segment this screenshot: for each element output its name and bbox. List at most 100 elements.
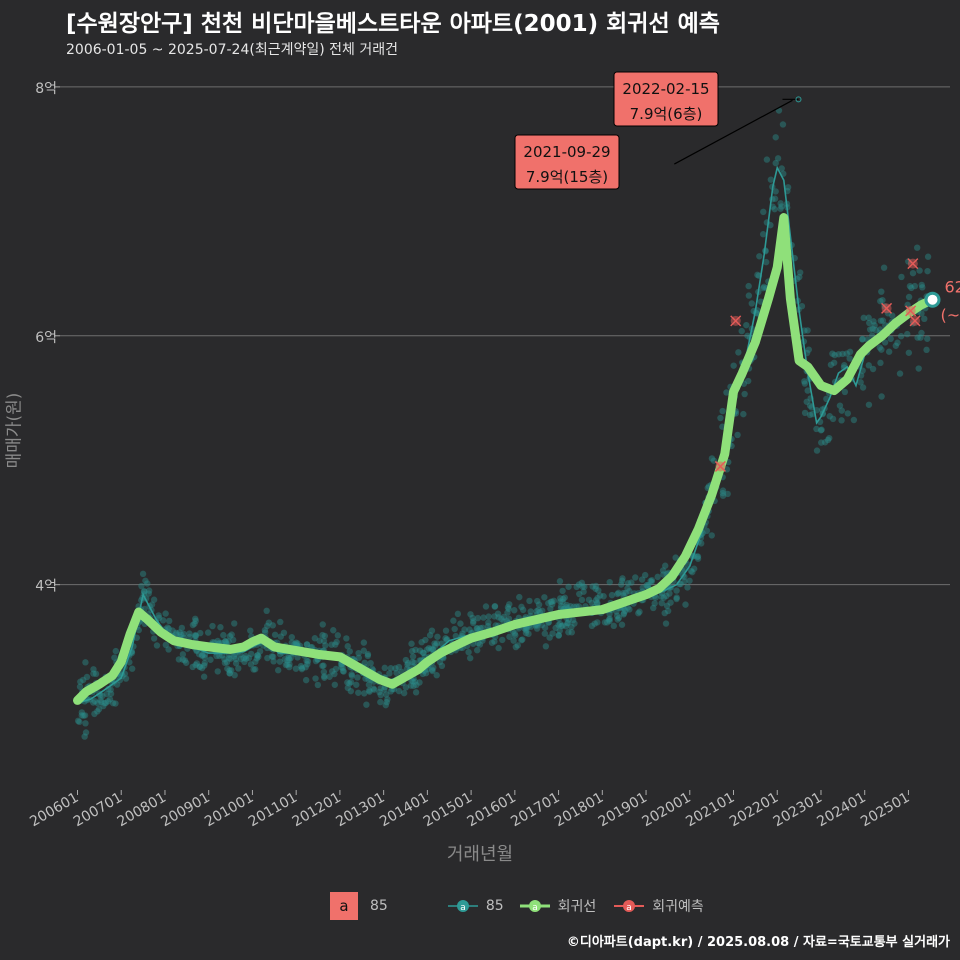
scatter-point [294, 640, 301, 647]
scatter-point [514, 642, 521, 649]
prediction-cross [905, 305, 917, 317]
scatter-point [571, 620, 578, 627]
scatter-point [660, 571, 667, 578]
x-tick-label: 201101 [246, 790, 300, 831]
scatter-point [100, 702, 107, 710]
scatter-point [412, 689, 420, 696]
scatter-point [879, 296, 886, 304]
scatter-point [682, 601, 689, 608]
scatter-point [343, 635, 350, 642]
scatter-point [175, 656, 183, 663]
scatter-point [426, 632, 434, 639]
scatter-point [409, 658, 416, 666]
scatter-point [200, 673, 208, 680]
scatter-point [459, 630, 466, 637]
scatter-point [344, 684, 352, 692]
scatter-point [913, 244, 921, 251]
scatter-point [504, 609, 511, 616]
scatter-point [523, 627, 530, 634]
scatter-point [918, 329, 925, 337]
scatter-point [192, 631, 199, 639]
scatter-point [193, 660, 201, 667]
scatter-point [541, 630, 549, 637]
scatter-point [638, 576, 646, 583]
prediction-cross [909, 315, 921, 327]
legend-key-a: a [330, 892, 358, 920]
scatter-point [165, 625, 172, 632]
max-leader-2 [674, 99, 793, 165]
scatter-point [686, 577, 693, 584]
scatter-point [622, 589, 629, 597]
scatter-point [176, 629, 183, 636]
scatter-point [334, 632, 342, 639]
scatter-point [846, 355, 853, 362]
scatter-point [754, 271, 761, 279]
scatter-point [224, 665, 231, 672]
scatter-point [240, 654, 247, 662]
legend-prediction-icon: a [614, 900, 645, 913]
scatter-point [172, 629, 180, 637]
scatter-point [400, 689, 408, 697]
x-tick-label: 201001 [202, 790, 256, 831]
scatter-point [482, 603, 490, 610]
scatter-point [428, 645, 435, 652]
scatter-point [535, 606, 542, 614]
x-tick-label: 201401 [377, 790, 431, 831]
scatter-point [366, 687, 373, 694]
scatter-point [872, 326, 879, 334]
scatter-point [804, 387, 811, 394]
scatter-point [196, 663, 204, 670]
scatter-point [319, 662, 326, 670]
x-tick-label: 200901 [158, 790, 212, 831]
scatter-point [547, 598, 555, 606]
scatter-point [838, 407, 845, 414]
scatter-point [214, 668, 221, 675]
latest-area-label: (~85㎡) [941, 306, 960, 325]
scatter-point [865, 362, 873, 369]
scatter-point [741, 390, 748, 398]
scatter-point [618, 621, 626, 628]
scatter-point [247, 627, 254, 634]
scatter-point [801, 409, 809, 417]
scatter-point [355, 689, 362, 696]
scatter-point [620, 610, 628, 617]
scatter-point [505, 615, 513, 622]
scatter-point [226, 669, 233, 677]
scatter-point [648, 578, 655, 586]
scatter-point [382, 701, 389, 709]
scatter-point [697, 540, 705, 547]
legend-label-prediction: 회귀예측 [652, 899, 704, 915]
scatter-point [242, 652, 249, 660]
scatter-point [423, 646, 431, 653]
scatter-point [661, 609, 668, 617]
scatter-point [512, 632, 519, 639]
scatter-point [454, 610, 462, 618]
scatter-point [395, 663, 403, 671]
scatter-point [550, 597, 558, 604]
scatter-point [302, 663, 309, 671]
scatter-point [717, 414, 724, 422]
scatter-point [381, 664, 388, 672]
scatter-point [545, 599, 552, 607]
scatter-point [469, 614, 476, 622]
scatter-point [422, 669, 430, 677]
scatter-point [817, 427, 825, 434]
scatter-point [664, 607, 672, 615]
scatter-point [694, 553, 702, 560]
scatter-point [82, 659, 89, 666]
max-label-2-date: 2021-09-29 [523, 143, 610, 161]
scatter-point [805, 346, 812, 353]
scatter-point [639, 584, 646, 592]
scatter-point [796, 269, 804, 276]
scatter-point [164, 624, 171, 631]
scatter-point [298, 664, 306, 672]
scatter-point [428, 627, 436, 634]
scatter-point [298, 665, 306, 673]
scatter-point [226, 667, 233, 674]
scatter-point [263, 622, 271, 630]
scatter-point [850, 416, 858, 424]
scatter-point [613, 612, 621, 620]
scatter-point [97, 696, 104, 704]
chart-subtitle: 2006-01-05 ~ 2025-07-24(최근계약일) 전체 거래건 [66, 42, 398, 58]
